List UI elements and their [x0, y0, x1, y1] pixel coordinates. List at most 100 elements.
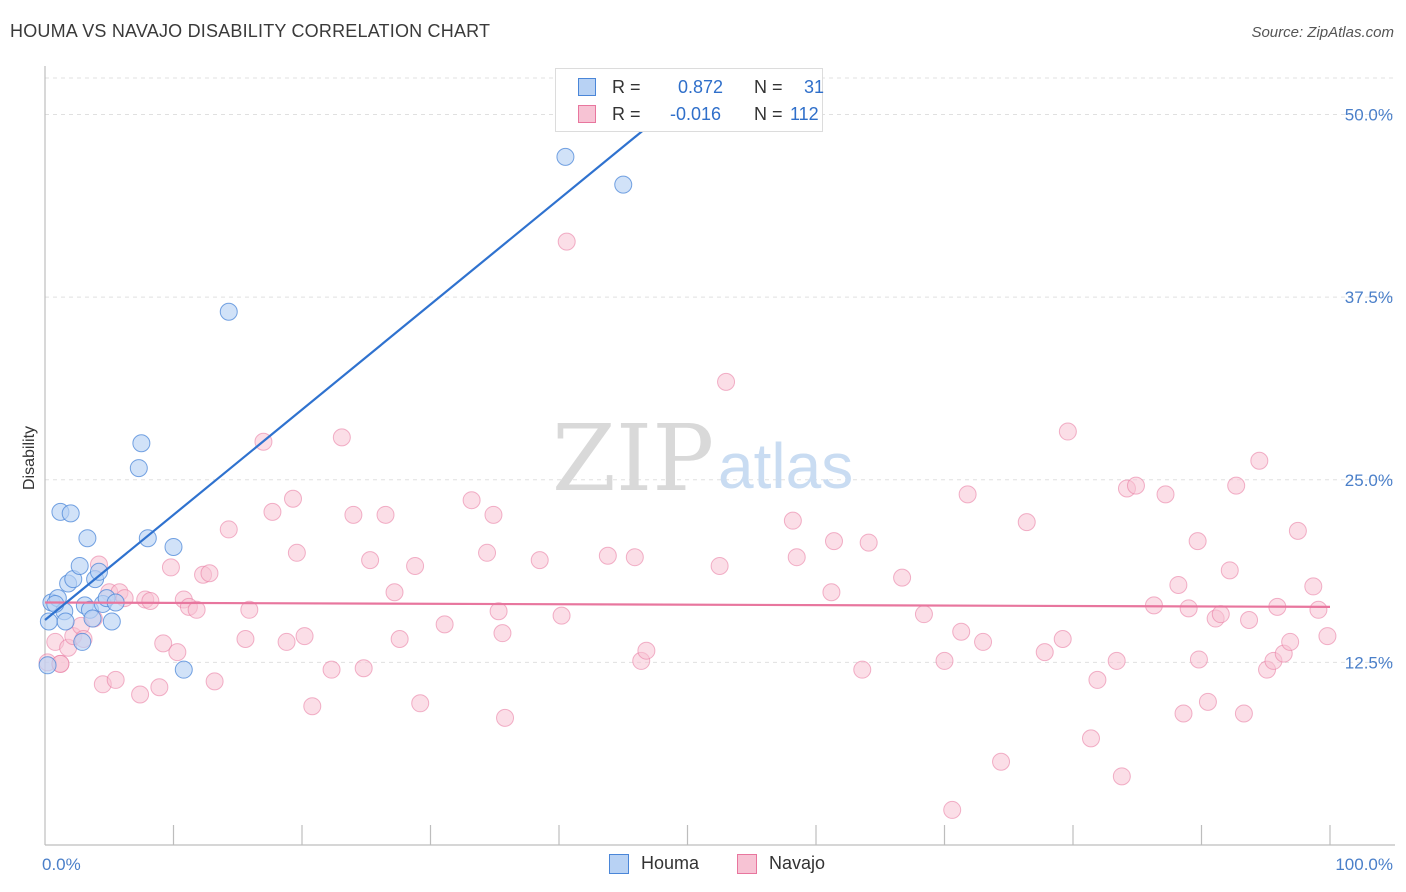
x-tick-labels: 0.0% 100.0% — [42, 855, 1393, 874]
navajo-point-80 — [1059, 423, 1076, 440]
navajo-point-19 — [162, 559, 179, 576]
houma-point-30 — [47, 595, 64, 612]
houma-swatch — [578, 78, 596, 96]
navajo-point-92 — [1189, 533, 1206, 550]
navajo-point-31 — [264, 503, 281, 520]
y-tick-label-0: 12.5% — [1345, 653, 1393, 672]
y-tick-label-1: 25.0% — [1345, 471, 1393, 490]
navajo-point-58 — [626, 549, 643, 566]
navajo-point-86 — [1127, 477, 1144, 494]
navajo-point-99 — [1235, 705, 1252, 722]
bottom-navajo-swatch — [737, 854, 757, 874]
y-tick-label-3: 50.0% — [1345, 106, 1393, 125]
navajo-point-110 — [1319, 628, 1336, 645]
trend-lines — [45, 120, 1330, 620]
navajo-point-77 — [1018, 514, 1035, 531]
navajo-point-81 — [1082, 730, 1099, 747]
x-tick-label-max: 100.0% — [1335, 855, 1393, 874]
houma-n-value: 31 — [804, 77, 824, 98]
navajo-point-100 — [1241, 612, 1258, 629]
navajo-point-94 — [1199, 693, 1216, 710]
navajo-point-106 — [1282, 633, 1299, 650]
houma-n-label: N = — [754, 77, 783, 98]
navajo-point-57 — [599, 547, 616, 564]
navajo-point-78 — [1036, 644, 1053, 661]
houma-point-10 — [71, 557, 88, 574]
navajo-point-56 — [558, 233, 575, 250]
navajo-point-27 — [220, 521, 237, 538]
navajo-point-35 — [296, 628, 313, 645]
navajo-point-32 — [278, 633, 295, 650]
navajo-point-43 — [386, 584, 403, 601]
houma-r-label: R = — [612, 77, 641, 98]
navajo-n-value: 112 — [790, 104, 819, 125]
correlation-legend: R = 0.872 N = 31 R = -0.016 N = 112 — [555, 68, 823, 132]
navajo-point-38 — [333, 429, 350, 446]
navajo-n-label: N = — [754, 104, 783, 125]
navajo-point-64 — [788, 549, 805, 566]
navajo-point-26 — [206, 673, 223, 690]
houma-point-6 — [57, 613, 74, 630]
navajo-point-70 — [915, 606, 932, 623]
houma-point-8 — [62, 505, 79, 522]
navajo-point-66 — [825, 533, 842, 550]
y-tick-label-2: 37.5% — [1345, 288, 1393, 307]
houma-point-23 — [133, 435, 150, 452]
houma-trend-line — [45, 120, 655, 620]
navajo-point-41 — [362, 552, 379, 569]
navajo-point-44 — [391, 631, 408, 648]
y-axis-label: Disability — [21, 426, 38, 490]
navajo-point-51 — [490, 603, 507, 620]
navajo-point-11 — [107, 671, 124, 688]
houma-r-value: 0.872 — [678, 77, 723, 98]
watermark-atlas: atlas — [718, 430, 853, 502]
navajo-point-91 — [1180, 600, 1197, 617]
navajo-point-54 — [531, 552, 548, 569]
navajo-point-79 — [1054, 631, 1071, 648]
houma-point-22 — [130, 460, 147, 477]
navajo-points — [39, 233, 1336, 818]
houma-point-0 — [39, 657, 56, 674]
navajo-trend-line — [45, 602, 1330, 606]
navajo-point-61 — [711, 557, 728, 574]
navajo-point-33 — [285, 490, 302, 507]
navajo-point-101 — [1251, 452, 1268, 469]
navajo-point-75 — [975, 633, 992, 650]
navajo-point-49 — [479, 544, 496, 561]
navajo-point-55 — [553, 607, 570, 624]
navajo-point-69 — [894, 569, 911, 586]
navajo-point-16 — [142, 593, 159, 610]
navajo-r-value: -0.016 — [670, 104, 721, 125]
navajo-point-50 — [485, 506, 502, 523]
navajo-point-46 — [412, 695, 429, 712]
navajo-point-82 — [1089, 671, 1106, 688]
navajo-point-17 — [151, 679, 168, 696]
bottom-navajo-label: Navajo — [769, 853, 825, 874]
navajo-point-39 — [345, 506, 362, 523]
navajo-point-83 — [1108, 652, 1125, 669]
navajo-point-47 — [436, 616, 453, 633]
navajo-point-68 — [860, 534, 877, 551]
bottom-houma-label: Houma — [641, 853, 699, 874]
houma-point-28 — [557, 148, 574, 165]
houma-point-27 — [220, 303, 237, 320]
navajo-point-48 — [463, 492, 480, 509]
houma-point-15 — [84, 610, 101, 627]
houma-point-29 — [615, 176, 632, 193]
navajo-point-62 — [718, 373, 735, 390]
navajo-swatch — [578, 105, 596, 123]
houma-point-11 — [74, 633, 91, 650]
navajo-point-71 — [936, 652, 953, 669]
navajo-point-25 — [201, 565, 218, 582]
navajo-point-74 — [959, 486, 976, 503]
navajo-r-label: R = — [612, 104, 641, 125]
navajo-point-89 — [1170, 576, 1187, 593]
navajo-point-97 — [1221, 562, 1238, 579]
y-tick-labels: 12.5% 25.0% 37.5% 50.0% — [1345, 106, 1393, 673]
navajo-point-107 — [1289, 522, 1306, 539]
navajo-point-28 — [237, 631, 254, 648]
navajo-point-88 — [1157, 486, 1174, 503]
navajo-point-36 — [304, 698, 321, 715]
navajo-point-90 — [1175, 705, 1192, 722]
x-tick-label-min: 0.0% — [42, 855, 81, 874]
